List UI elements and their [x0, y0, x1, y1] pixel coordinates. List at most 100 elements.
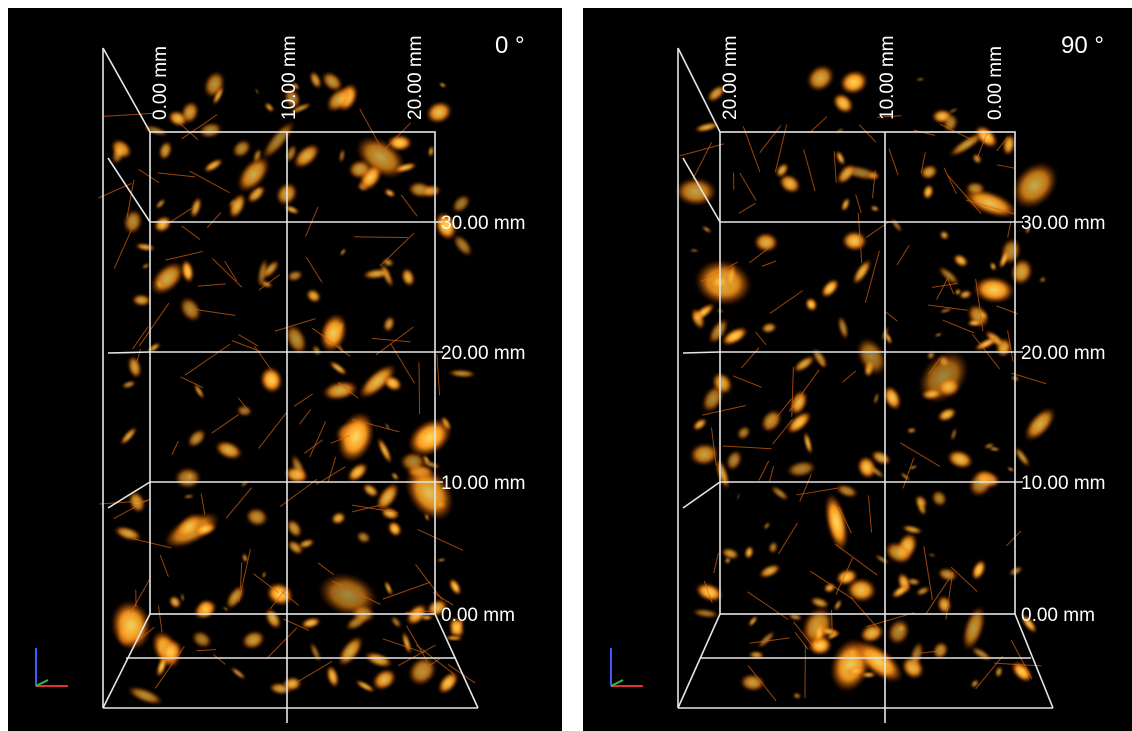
signal-blob — [262, 571, 267, 578]
fiber — [903, 458, 914, 488]
right-axis-label: 10.00 mm — [441, 473, 525, 494]
signal-blob — [907, 427, 917, 433]
signal-blob — [834, 482, 860, 501]
box-edge — [103, 48, 150, 132]
fiber — [197, 649, 216, 650]
signal-blob — [834, 149, 847, 166]
signal-blob — [385, 519, 404, 539]
fiber — [213, 654, 225, 664]
signal-blob — [107, 597, 155, 654]
signal-blob — [229, 136, 255, 161]
fiber — [266, 628, 297, 659]
signal-blob — [747, 615, 759, 628]
signal-blob — [402, 651, 442, 692]
page: 0 °0.00 mm10.00 mm20.00 mm30.00 mm20.00 … — [0, 0, 1132, 731]
fiber — [158, 173, 195, 177]
signal-blob — [840, 197, 852, 213]
signal-blob — [690, 249, 699, 252]
fiber — [834, 151, 836, 182]
signal-blob — [118, 425, 139, 447]
fiber — [259, 412, 287, 449]
signal-blob — [188, 196, 204, 220]
right-axis-label: 20.00 mm — [1021, 343, 1105, 364]
fiber — [1008, 223, 1011, 238]
signal-blob — [802, 431, 814, 456]
fiber — [318, 563, 334, 575]
signal-blob — [212, 437, 245, 463]
signal-blob — [921, 183, 935, 200]
top-axis-label: 0.00 mm — [150, 46, 171, 120]
signal-blob — [833, 598, 843, 612]
signal-blob — [360, 481, 381, 500]
signal-blob — [820, 491, 852, 553]
fiber — [759, 461, 769, 481]
signal-blob — [151, 213, 175, 236]
fiber — [372, 338, 411, 342]
signal-blob — [693, 120, 720, 134]
signal-blob — [263, 578, 297, 610]
signal-blob — [308, 641, 323, 664]
fiber — [354, 237, 408, 238]
fiber — [770, 291, 803, 314]
fiber — [232, 341, 262, 352]
signal-blob — [240, 480, 249, 488]
signal-blob — [321, 378, 360, 403]
signal-blob — [935, 332, 943, 337]
box-edge — [108, 352, 150, 353]
fiber — [723, 446, 772, 449]
fiber — [756, 332, 767, 345]
fiber — [165, 251, 203, 260]
render-panel: 0 °0.00 mm10.00 mm20.00 mm30.00 mm20.00 … — [8, 8, 562, 731]
fiber — [212, 259, 242, 288]
signal-blob — [175, 293, 206, 326]
signal-blob — [963, 300, 994, 332]
box-edge — [683, 482, 720, 508]
signal-blob — [339, 248, 347, 257]
fiber — [714, 553, 719, 573]
signal-blob — [304, 286, 324, 305]
signal-blob — [434, 668, 462, 698]
signal-blob — [184, 426, 209, 451]
signal-blob — [448, 369, 476, 378]
signal-blob — [989, 261, 998, 271]
signal-blob — [1019, 402, 1061, 446]
signal-blob — [880, 383, 905, 413]
signal-blob — [390, 471, 400, 481]
signal-blob — [757, 561, 783, 581]
fiber — [809, 117, 827, 133]
fiber — [132, 327, 148, 350]
fiber — [212, 415, 239, 433]
signal-blob — [803, 296, 819, 313]
signal-blob — [180, 593, 184, 602]
signal-blob — [870, 205, 880, 213]
fiber — [310, 421, 326, 457]
signal-blob — [792, 692, 801, 699]
fiber — [859, 125, 875, 142]
fiber — [866, 221, 889, 237]
fiber — [741, 348, 759, 369]
signal-blob — [950, 427, 958, 441]
fiber — [889, 149, 898, 176]
signal-blob — [889, 217, 904, 234]
signal-blob — [1007, 466, 1015, 472]
signal-blob — [757, 405, 787, 436]
signal-blob — [835, 127, 844, 134]
signal-blob — [723, 448, 745, 473]
signal-blob — [200, 68, 229, 101]
signal-blob — [112, 523, 143, 544]
signal-blob — [437, 558, 446, 563]
view-angle: 0 ° — [495, 32, 525, 59]
signal-blob — [389, 615, 403, 630]
signal-blob — [329, 510, 348, 527]
signal-blob — [737, 493, 741, 500]
signal-blob — [400, 452, 426, 472]
signal-blob — [938, 229, 951, 241]
signal-blob — [307, 69, 324, 90]
signal-blob — [701, 225, 712, 234]
signal-blob — [121, 207, 145, 236]
signal-blob — [734, 423, 753, 442]
signal-blob — [970, 678, 981, 689]
fiber — [804, 149, 815, 191]
signal-blob — [945, 447, 976, 472]
signal-blob — [399, 266, 417, 288]
